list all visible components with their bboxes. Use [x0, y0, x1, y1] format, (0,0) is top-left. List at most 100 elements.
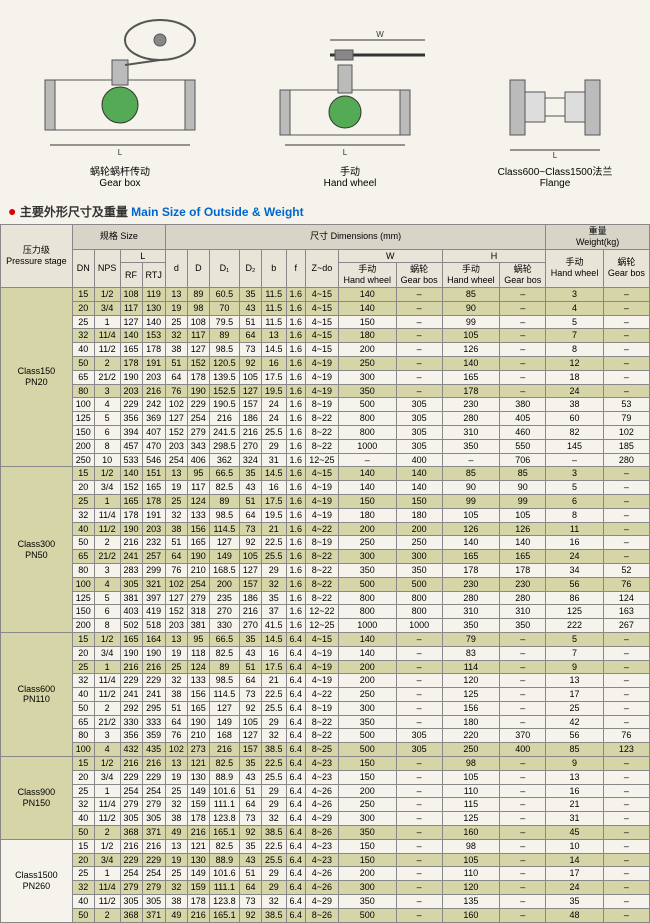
data-cell: 130: [142, 301, 165, 315]
data-cell: 300: [338, 370, 396, 384]
data-cell: 229: [142, 674, 165, 688]
data-cell: 1000: [338, 439, 396, 453]
data-cell: 180: [338, 329, 396, 343]
data-cell: 186: [239, 591, 261, 605]
data-cell: 64: [239, 881, 261, 895]
table-row: 4011/230530538178123.873326.44~29350–135…: [1, 895, 650, 909]
data-cell: 350: [442, 619, 500, 633]
data-cell: 17.5: [261, 494, 286, 508]
data-cell: –: [396, 660, 442, 674]
data-cell: 151: [142, 467, 165, 481]
data-cell: 229: [120, 853, 142, 867]
data-cell: 350: [338, 563, 396, 577]
data-cell: 15: [72, 632, 94, 646]
data-cell: 73: [239, 812, 261, 826]
data-cell: 25: [72, 315, 94, 329]
th-w-hw: 手动Hand wheel: [338, 263, 396, 288]
data-cell: 12~25: [305, 453, 338, 467]
table-row: 4011/21651783812798.57314.51.64~15200–12…: [1, 343, 650, 357]
data-cell: 235: [209, 591, 239, 605]
data-cell: 280: [442, 412, 500, 426]
data-cell: 120.5: [209, 356, 239, 370]
data-cell: 4~19: [305, 674, 338, 688]
data-cell: 120: [442, 881, 500, 895]
data-cell: 9: [546, 757, 604, 771]
data-cell: –: [500, 908, 546, 922]
data-cell: –: [603, 715, 649, 729]
data-cell: 4: [94, 398, 120, 412]
data-cell: 38: [546, 398, 604, 412]
data-cell: 419: [142, 605, 165, 619]
data-cell: 279: [120, 881, 142, 895]
data-cell: 279: [120, 798, 142, 812]
svg-text:W: W: [376, 30, 384, 39]
data-cell: 178: [142, 494, 165, 508]
table-row: 502292295511651279225.56.48~19300–156–25…: [1, 701, 650, 715]
pressure-stage-cell: Class900PN150: [1, 757, 73, 840]
data-cell: 330: [120, 715, 142, 729]
table-row: 25125425425149101.651296.44~26200–110–16…: [1, 784, 650, 798]
gearbox-label-en: Gear box: [99, 178, 140, 189]
data-cell: 20: [72, 481, 94, 495]
data-cell: 56: [546, 729, 604, 743]
data-cell: 38: [165, 343, 187, 357]
data-cell: 126: [500, 522, 546, 536]
table-row: 1255356369127254216186241.68~22800305280…: [1, 412, 650, 426]
data-cell: 216: [209, 412, 239, 426]
data-cell: –: [396, 839, 442, 853]
data-cell: 4~29: [305, 895, 338, 909]
data-cell: 64: [165, 715, 187, 729]
data-cell: 164: [142, 632, 165, 646]
pressure-stage-cell: Class150PN20: [1, 287, 73, 466]
data-cell: 6.4: [286, 729, 305, 743]
data-cell: 8~25: [305, 743, 338, 757]
data-cell: 216: [187, 826, 209, 840]
data-cell: 64: [239, 674, 261, 688]
data-cell: 1/2: [94, 287, 120, 301]
data-cell: 80: [72, 729, 94, 743]
data-cell: 4~15: [305, 301, 338, 315]
data-cell: 90: [442, 481, 500, 495]
table-row: 4011/219020338156114.573211.64~222002001…: [1, 522, 650, 536]
data-cell: 369: [142, 412, 165, 426]
data-cell: –: [500, 632, 546, 646]
data-cell: 17: [546, 867, 604, 881]
data-cell: 350: [442, 439, 500, 453]
data-cell: 13: [165, 287, 187, 301]
data-cell: 152: [187, 356, 209, 370]
data-cell: –: [396, 329, 442, 343]
data-cell: 140: [338, 287, 396, 301]
data-cell: 180: [338, 508, 396, 522]
table-row: 25116517825124895117.51.64~1915015099996…: [1, 494, 650, 508]
data-cell: 119: [142, 287, 165, 301]
data-cell: 127: [187, 343, 209, 357]
data-cell: 6.4: [286, 743, 305, 757]
data-cell: 163: [603, 605, 649, 619]
data-cell: 500: [338, 908, 396, 922]
data-cell: 279: [187, 591, 209, 605]
table-row: 6521/233033364190149105296.48~22350–180–…: [1, 715, 650, 729]
data-cell: 10: [94, 453, 120, 467]
th-d-small: d: [165, 249, 187, 287]
table-row: 1506394407152279241.521625.51.68~2280030…: [1, 425, 650, 439]
data-cell: 13: [261, 329, 286, 343]
data-cell: 14: [546, 853, 604, 867]
data-cell: 100: [72, 743, 94, 757]
data-cell: –: [500, 770, 546, 784]
data-cell: 115: [442, 798, 500, 812]
data-cell: 117: [120, 301, 142, 315]
data-cell: 98.5: [209, 343, 239, 357]
data-cell: 279: [142, 798, 165, 812]
data-cell: 43: [239, 481, 261, 495]
data-cell: 82.5: [209, 481, 239, 495]
data-cell: 6.4: [286, 881, 305, 895]
data-cell: –: [500, 867, 546, 881]
data-cell: 165.1: [209, 826, 239, 840]
data-cell: 1.6: [286, 287, 305, 301]
data-cell: 51: [239, 494, 261, 508]
data-cell: 8~19: [305, 701, 338, 715]
data-cell: 394: [120, 425, 142, 439]
data-cell: 500: [338, 398, 396, 412]
data-cell: 8~22: [305, 715, 338, 729]
data-cell: –: [396, 812, 442, 826]
